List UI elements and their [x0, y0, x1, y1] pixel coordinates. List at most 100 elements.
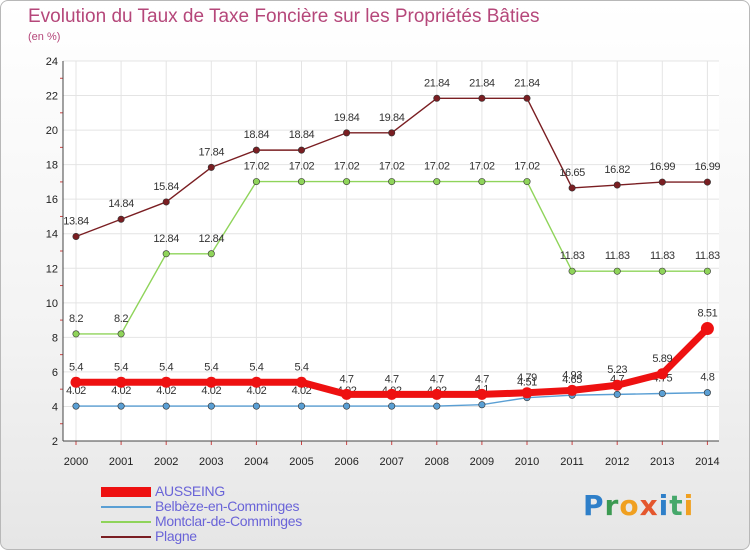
plot-area: [63, 61, 719, 441]
data-point: [117, 215, 125, 223]
data-label: 16.82: [604, 164, 630, 176]
data-point: [431, 388, 443, 400]
data-label: 21.84: [514, 77, 540, 89]
data-point: [433, 94, 441, 102]
data-label: 5.4: [204, 361, 218, 373]
data-label: 5.89: [652, 353, 672, 365]
data-label: 16.99: [650, 161, 676, 173]
data-label: 17.02: [334, 161, 360, 173]
data-point: [566, 384, 578, 396]
data-point: [297, 402, 305, 410]
data-label: 12.84: [153, 233, 179, 245]
data-label: 5.23: [607, 364, 627, 376]
data-point: [478, 94, 486, 102]
data-point: [388, 129, 396, 137]
data-point: [250, 376, 262, 388]
data-label: 18.84: [289, 129, 315, 141]
x-tick-label: 2007: [379, 456, 403, 468]
data-point: [117, 402, 125, 410]
y-tick-label: 2: [52, 436, 58, 448]
data-point: [478, 401, 486, 409]
x-tick-label: 2013: [650, 456, 674, 468]
data-point: [72, 232, 80, 240]
data-label: 15.84: [153, 181, 179, 193]
data-point: [297, 146, 305, 154]
x-tick-label: 2005: [289, 456, 313, 468]
data-point: [117, 330, 125, 338]
x-tick-label: 2011: [560, 456, 584, 468]
data-label: 12.84: [199, 233, 225, 245]
data-label: 19.84: [334, 112, 360, 124]
x-tick-label: 2004: [244, 456, 268, 468]
data-label: 17.02: [379, 161, 405, 173]
data-label: 16.65: [559, 167, 585, 179]
data-label: 17.02: [469, 161, 495, 173]
data-label: 4.02: [201, 385, 221, 397]
data-label: 4.7: [340, 373, 354, 385]
data-label: 16.99: [695, 161, 721, 173]
legend-label: Belbèze-en-Comminges: [155, 498, 300, 514]
data-point: [476, 388, 488, 400]
data-point: [523, 94, 531, 102]
data-label: 4.02: [111, 385, 131, 397]
x-tick-label: 2003: [199, 456, 223, 468]
x-tick-label: 2006: [334, 456, 358, 468]
data-label: 5.4: [159, 361, 173, 373]
y-tick-label: 10: [46, 298, 58, 310]
data-label: 21.84: [469, 77, 495, 89]
data-point: [296, 376, 307, 388]
data-point: [207, 163, 215, 171]
data-label: 4.65: [562, 374, 582, 386]
data-label: 4.02: [246, 385, 266, 397]
data-point: [72, 330, 80, 338]
data-point: [568, 267, 576, 275]
data-label: 17.02: [244, 161, 270, 173]
data-point: [388, 178, 396, 186]
data-point: [386, 388, 398, 400]
data-label: 4.51: [517, 377, 537, 389]
x-tick-label: 2008: [425, 456, 449, 468]
x-tick-label: 2014: [695, 456, 719, 468]
data-point: [252, 146, 260, 154]
data-point: [341, 388, 353, 400]
data-label: 17.84: [199, 146, 225, 158]
data-point: [658, 267, 666, 275]
data-point: [70, 376, 82, 388]
legend-swatch: [101, 521, 151, 523]
data-label: 4.8: [700, 372, 714, 384]
data-label: 8.2: [114, 313, 128, 325]
data-label: 11.83: [605, 250, 630, 262]
data-point: [160, 376, 172, 388]
data-point: [613, 267, 621, 275]
x-tick-label: 2000: [64, 456, 88, 468]
x-tick-label: 2009: [470, 456, 494, 468]
data-label: 11.83: [560, 250, 585, 262]
data-point: [613, 181, 621, 189]
data-point: [433, 402, 441, 410]
data-point: [205, 376, 217, 388]
y-tick-label: 20: [46, 125, 58, 137]
data-point: [478, 178, 486, 186]
data-label: 4.7: [430, 373, 444, 385]
data-label: 4.7: [385, 373, 399, 385]
data-point: [207, 402, 215, 410]
data-label: 4.02: [66, 385, 86, 397]
data-point: [521, 387, 533, 399]
data-point: [658, 389, 666, 397]
data-label: 17.02: [289, 161, 315, 173]
y-tick-label: 12: [46, 263, 58, 275]
data-label: 4.7: [475, 373, 489, 385]
data-label: 4.79: [517, 372, 537, 384]
data-point: [72, 402, 80, 410]
data-point: [658, 178, 666, 186]
data-label: 5.4: [294, 361, 308, 373]
y-tick-label: 8: [52, 332, 58, 344]
data-point: [703, 178, 711, 186]
data-point: [162, 250, 170, 258]
data-label: 19.84: [379, 112, 405, 124]
data-point: [162, 198, 170, 206]
data-point: [343, 178, 351, 186]
data-point: [433, 178, 441, 186]
data-label: 4.02: [292, 385, 312, 397]
